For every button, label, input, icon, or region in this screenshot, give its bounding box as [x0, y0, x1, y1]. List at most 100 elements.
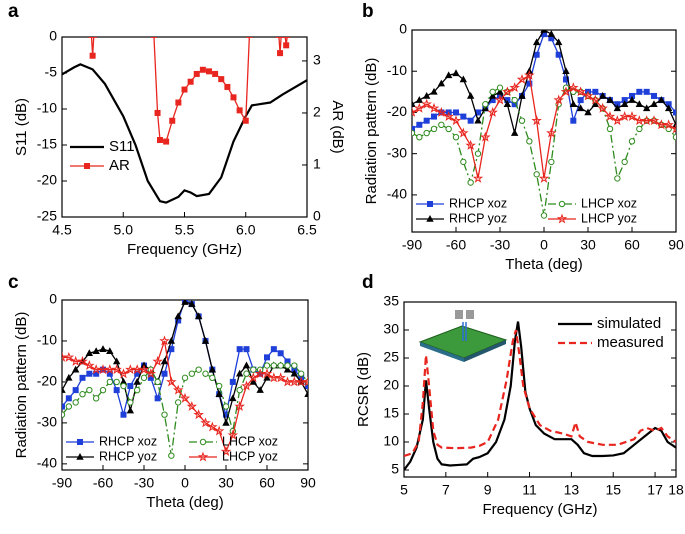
inset-antenna	[418, 310, 508, 362]
marker	[480, 131, 491, 142]
y-tick-label: 10	[383, 433, 399, 449]
y-tick-label: -40	[37, 455, 57, 471]
marker	[450, 115, 462, 126]
marker	[62, 411, 66, 418]
y2-tick-label: 1	[313, 156, 321, 172]
legend-marker	[558, 200, 566, 208]
marker	[554, 38, 563, 46]
marker	[663, 119, 674, 130]
marker	[65, 395, 72, 402]
marker	[568, 82, 579, 93]
marker	[277, 350, 284, 357]
x-axis-label: Frequency (GHz)	[482, 501, 597, 518]
marker	[161, 370, 168, 377]
marker	[201, 336, 210, 344]
marker	[553, 94, 564, 105]
plot-frame	[61, 36, 308, 218]
y-axis-label: RCSR (dB)	[355, 352, 372, 427]
marker	[147, 374, 154, 381]
x-tick-label: 13	[564, 482, 580, 498]
marker	[511, 96, 518, 104]
marker	[138, 364, 150, 375]
x-tick-label: 60	[624, 237, 640, 253]
marker	[195, 366, 202, 373]
marker	[453, 109, 459, 116]
marker	[256, 386, 264, 393]
marker	[186, 400, 198, 411]
y-tick-label: 5	[391, 461, 399, 477]
marker	[437, 79, 446, 87]
marker	[465, 139, 476, 150]
legend-label: simulated	[597, 315, 661, 332]
marker	[220, 446, 232, 457]
marker	[230, 94, 237, 101]
marker	[531, 115, 542, 126]
marker	[284, 362, 291, 369]
y-tick-label: -15	[37, 136, 57, 152]
x-axis-label: Frequency (GHz)	[127, 241, 242, 258]
marker	[304, 390, 308, 398]
y-tick-label: -30	[387, 144, 407, 160]
marker	[277, 362, 284, 369]
marker	[443, 111, 454, 122]
marker	[526, 138, 533, 145]
y2-tick-label: 3	[313, 52, 321, 68]
marker	[460, 158, 467, 166]
inset-edge	[464, 340, 506, 362]
marker	[242, 117, 249, 124]
marker	[421, 98, 432, 109]
marker	[215, 382, 223, 390]
marker	[223, 411, 229, 418]
legend-label: RHCP yoz	[99, 449, 157, 463]
marker	[213, 425, 225, 436]
legend-label: AR	[109, 157, 130, 174]
marker	[570, 117, 577, 124]
marker	[635, 100, 644, 108]
marker	[509, 82, 520, 93]
marker	[284, 37, 291, 38]
y-tick-label: 0	[49, 28, 57, 44]
marker	[207, 421, 218, 432]
plot-frame	[403, 301, 677, 478]
marker	[496, 84, 504, 91]
x-tick-label: -60	[446, 237, 466, 253]
marker	[428, 102, 440, 113]
marker	[263, 373, 271, 381]
y-tick-label: -10	[37, 100, 57, 116]
x-tick-label: -60	[93, 475, 113, 491]
marker	[598, 91, 607, 99]
marker	[592, 88, 599, 95]
marker	[120, 411, 127, 418]
marker	[133, 377, 141, 385]
marker	[460, 113, 467, 120]
marker	[62, 386, 66, 393]
marker	[488, 91, 497, 99]
panel-label: c	[8, 272, 19, 293]
marker	[548, 158, 555, 166]
marker	[626, 111, 638, 122]
y-tick-label: 35	[383, 293, 399, 309]
marker	[179, 392, 191, 403]
marker	[263, 362, 271, 369]
marker	[126, 406, 135, 414]
marker	[604, 111, 616, 122]
legend-marker	[197, 451, 209, 462]
marker	[650, 100, 658, 108]
y2-tick-label: 0	[313, 208, 321, 224]
marker	[563, 76, 569, 83]
marker	[467, 117, 474, 124]
marker	[423, 117, 430, 124]
marker	[140, 374, 148, 382]
marker	[188, 300, 196, 307]
marker	[200, 417, 211, 428]
marker	[79, 391, 86, 398]
series-line	[90, 37, 288, 143]
marker	[518, 117, 526, 124]
marker	[161, 411, 168, 418]
marker	[65, 403, 73, 410]
marker	[538, 172, 550, 183]
marker	[614, 101, 621, 108]
x-tick-label: -90	[52, 475, 72, 491]
marker	[412, 106, 418, 117]
x-axis-label: Theta (deg)	[505, 256, 583, 273]
